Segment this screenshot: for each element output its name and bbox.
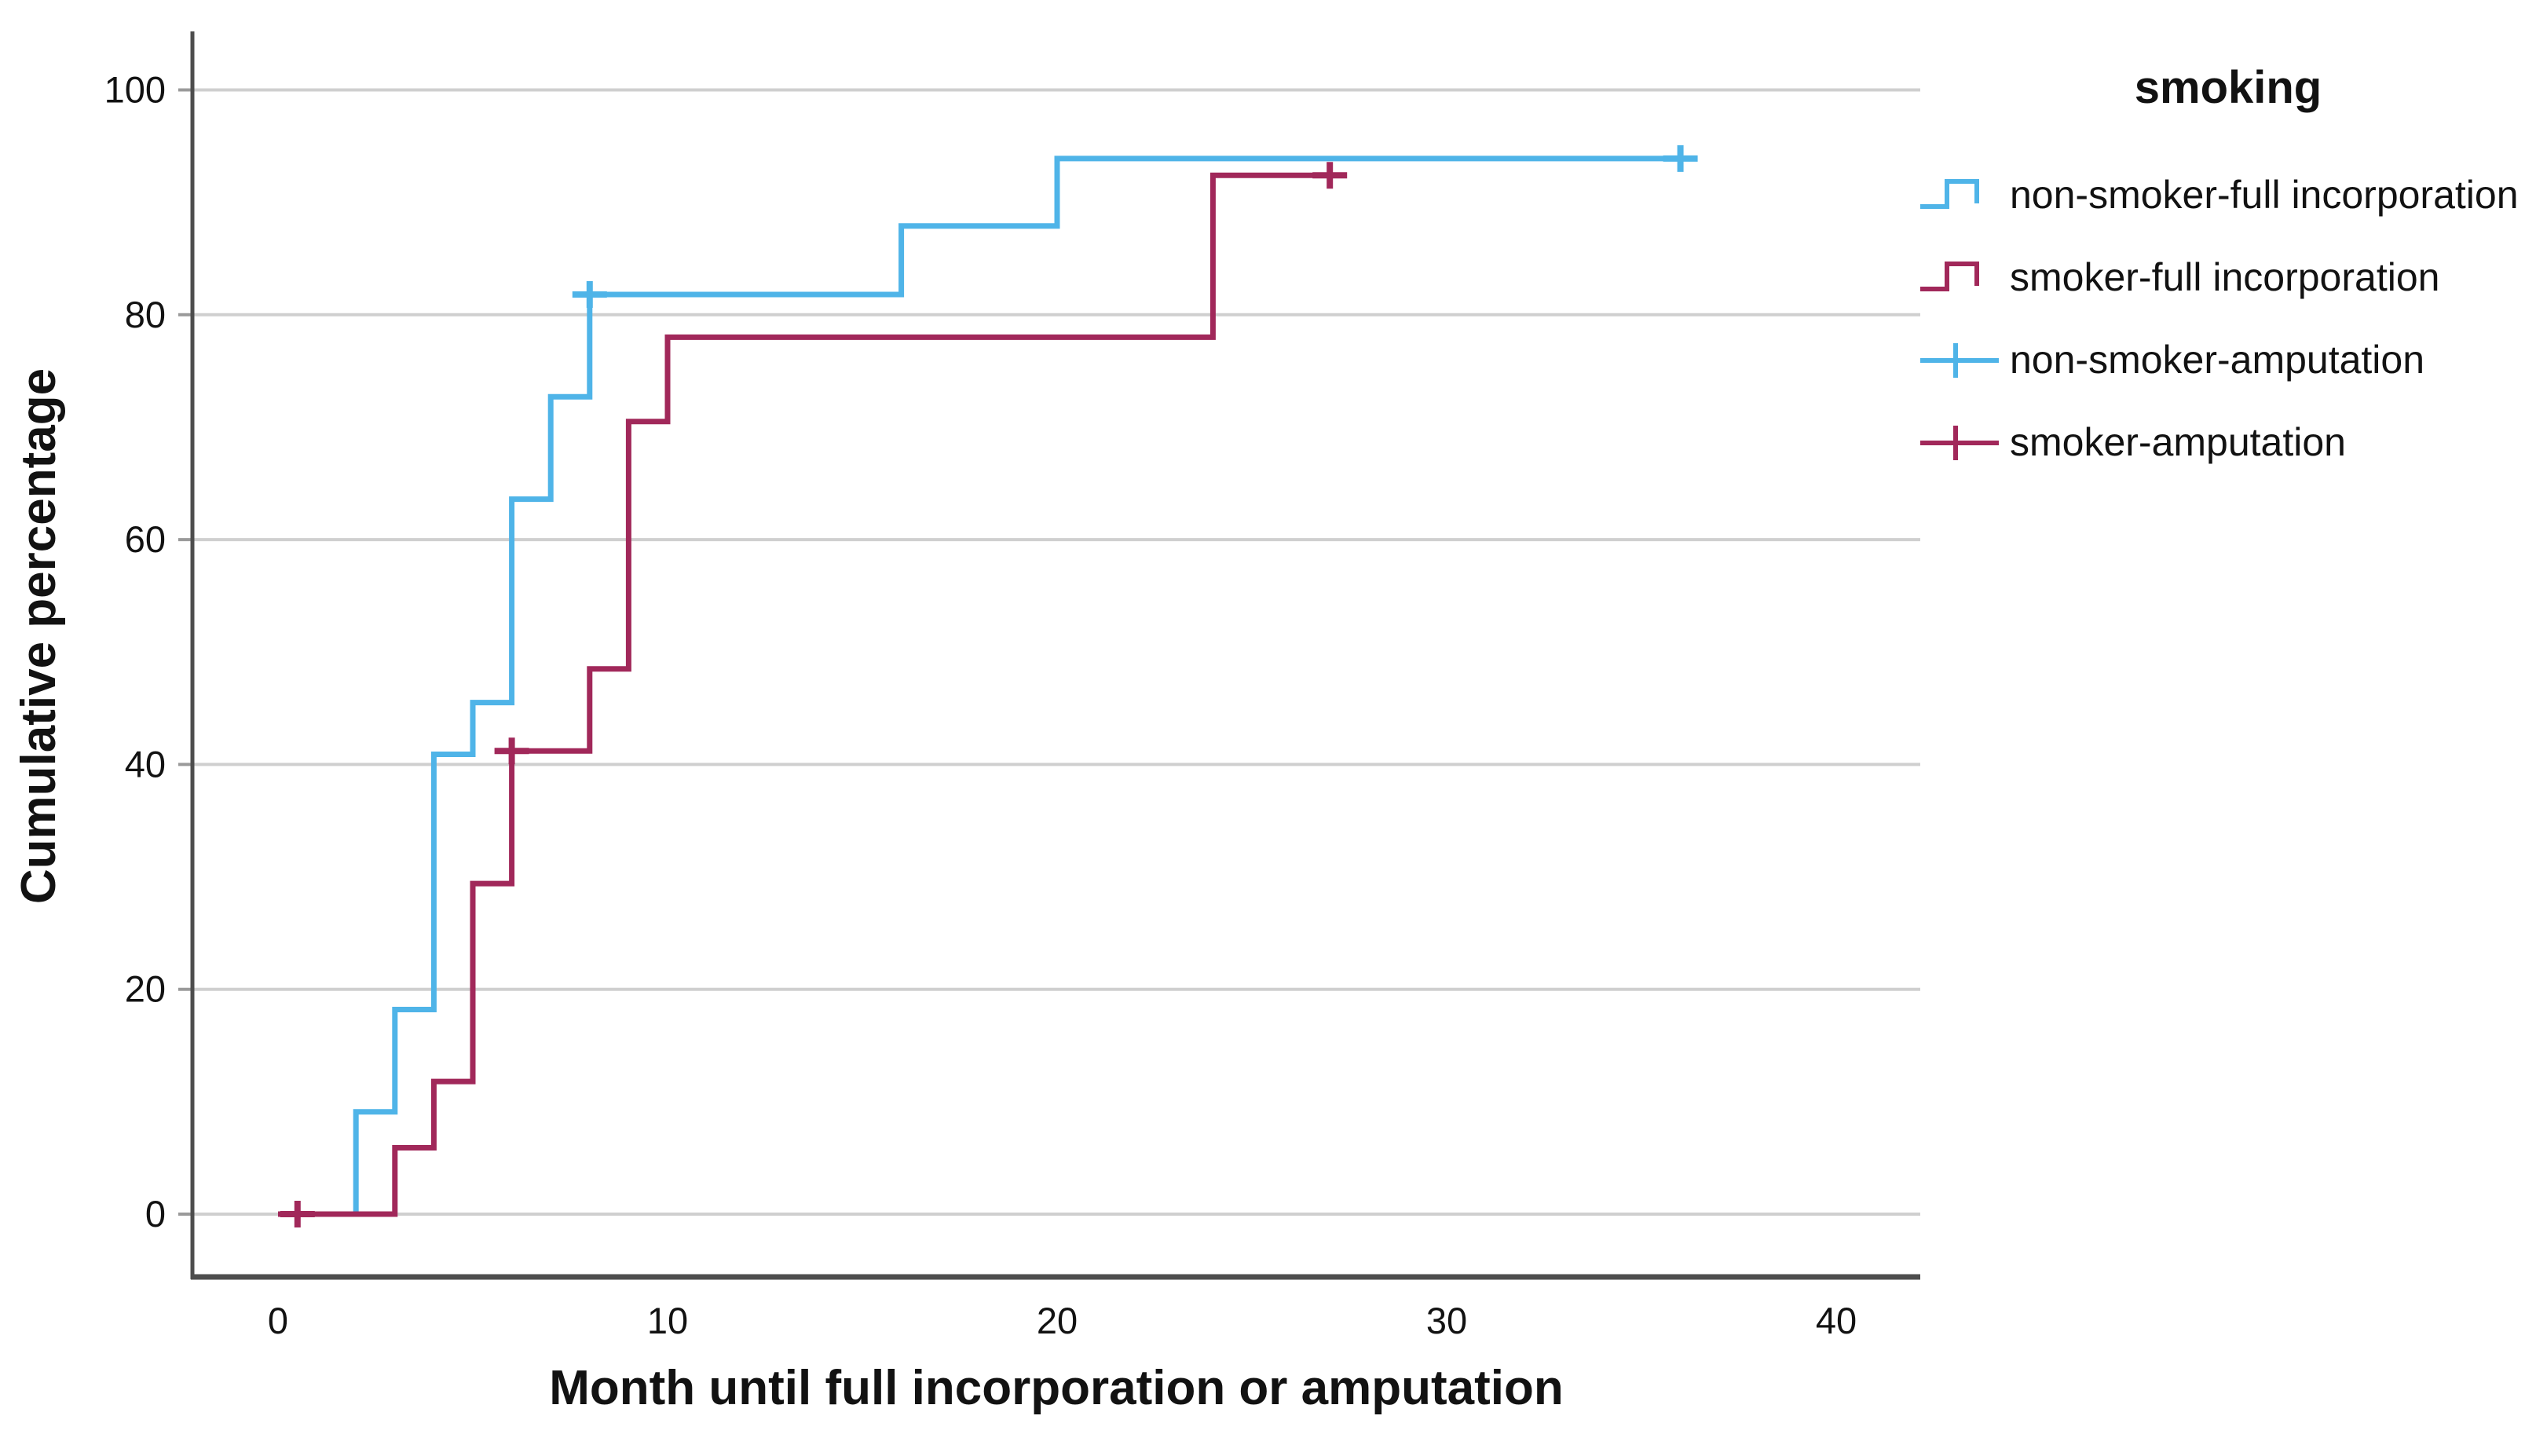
x-tick-label: 10 bbox=[647, 1300, 688, 1341]
legend: smoking non-smoker-full incorporation sm… bbox=[1920, 61, 2536, 496]
y-tick-label: 40 bbox=[125, 743, 166, 785]
legend-censor-cross-glyph-red bbox=[1920, 425, 1999, 460]
legend-item-label: smoker-full incorporation bbox=[2010, 255, 2440, 299]
y-tick-label: 100 bbox=[104, 69, 166, 111]
series-step-line-0 bbox=[278, 155, 1681, 1217]
x-axis-title: Month until full incorporation or amputa… bbox=[549, 1361, 1564, 1415]
legend-item-smoker-full-incorporation: smoker-full incorporation bbox=[1920, 248, 2536, 307]
legend-item-nonsmoker-full-incorporation: non-smoker-full incorporation bbox=[1920, 166, 2536, 225]
legend-item-label: smoker-amputation bbox=[2010, 420, 2346, 464]
x-tick-label: 30 bbox=[1426, 1300, 1467, 1341]
y-tick-label: 0 bbox=[145, 1193, 166, 1235]
y-tick-label: 60 bbox=[125, 518, 166, 560]
legend-item-nonsmoker-amputation: non-smoker-amputation bbox=[1920, 331, 2536, 390]
y-tick-label: 80 bbox=[125, 294, 166, 335]
legend-step-line-glyph-blue bbox=[1920, 178, 1979, 209]
x-tick-label: 40 bbox=[1816, 1300, 1857, 1341]
legend-item-smoker-amputation: smoker-amputation bbox=[1920, 413, 2536, 472]
legend-item-label: non-smoker-full incorporation bbox=[2010, 173, 2519, 217]
legend-title: smoking bbox=[2134, 62, 2322, 113]
series-step-line-1 bbox=[278, 172, 1330, 1217]
x-tick-label: 0 bbox=[268, 1300, 288, 1341]
y-tick-label: 20 bbox=[125, 968, 166, 1010]
legend-step-line-glyph-red bbox=[1920, 261, 1979, 291]
y-axis-title: Cumulative percentage bbox=[12, 368, 66, 905]
x-tick-label: 20 bbox=[1037, 1300, 1078, 1341]
legend-item-label: non-smoker-amputation bbox=[2010, 338, 2425, 382]
legend-censor-cross-glyph-blue bbox=[1920, 342, 1999, 378]
